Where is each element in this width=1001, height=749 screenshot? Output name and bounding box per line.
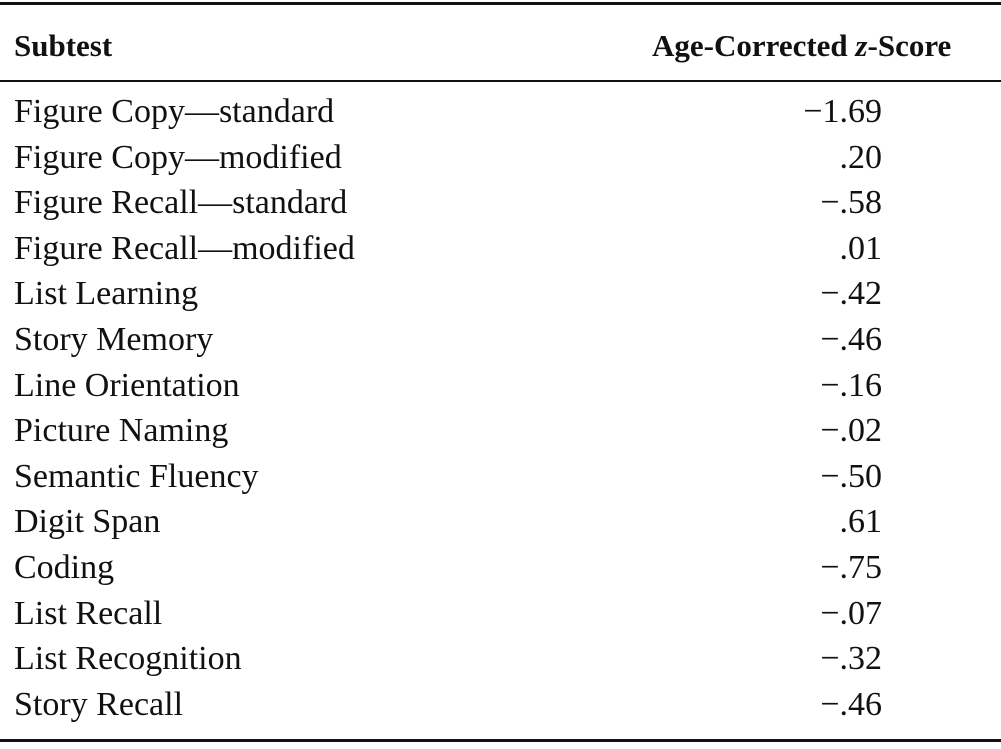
z-score: .61 xyxy=(839,503,883,541)
z-score: −.50 xyxy=(820,457,882,495)
subtest-name: List Learning xyxy=(14,275,199,313)
header-score-text: -Score xyxy=(867,28,952,63)
subtest-name: Figure Recall—modified xyxy=(14,229,355,267)
z-score: −.75 xyxy=(820,549,882,586)
bottom-rule xyxy=(0,739,1001,742)
subtest-name: Figure Recall—standard xyxy=(14,184,348,222)
z-score: −.42 xyxy=(820,275,882,313)
z-score: −.46 xyxy=(820,321,882,358)
subtest-name: List Recall xyxy=(14,594,163,632)
z-score: −.07 xyxy=(820,594,882,632)
subtest-name: Figure Copy—modified xyxy=(14,138,342,176)
z-score: −.46 xyxy=(820,685,882,723)
z-score: −.02 xyxy=(820,412,882,450)
subtest-name: List Recognition xyxy=(14,640,242,678)
header-score: Age-Corrected z-Score xyxy=(652,28,951,64)
subtest-name: Digit Span xyxy=(14,503,161,541)
header-subtest: Subtest xyxy=(14,28,113,63)
z-score: −.32 xyxy=(820,640,882,678)
z-score: −1.69 xyxy=(803,93,882,130)
subtest-name: Semantic Fluency xyxy=(14,457,259,495)
subtest-name: Line Orientation xyxy=(14,366,240,404)
subtest-name: Story Recall xyxy=(14,685,184,723)
z-score: .20 xyxy=(839,138,883,176)
z-score: −.16 xyxy=(820,366,882,404)
header-score-text: Age-Corrected xyxy=(652,28,856,63)
top-rule xyxy=(0,2,1001,5)
subtest-name: Figure Copy—standard xyxy=(14,93,335,130)
subtest-name: Story Memory xyxy=(14,321,214,358)
subtest-name: Picture Naming xyxy=(14,412,229,450)
z-score: −.58 xyxy=(820,184,882,222)
header-score-z: z xyxy=(855,28,868,63)
subtest-name: Coding xyxy=(14,549,115,586)
z-score: .01 xyxy=(839,229,883,267)
header-rule xyxy=(0,80,1001,82)
